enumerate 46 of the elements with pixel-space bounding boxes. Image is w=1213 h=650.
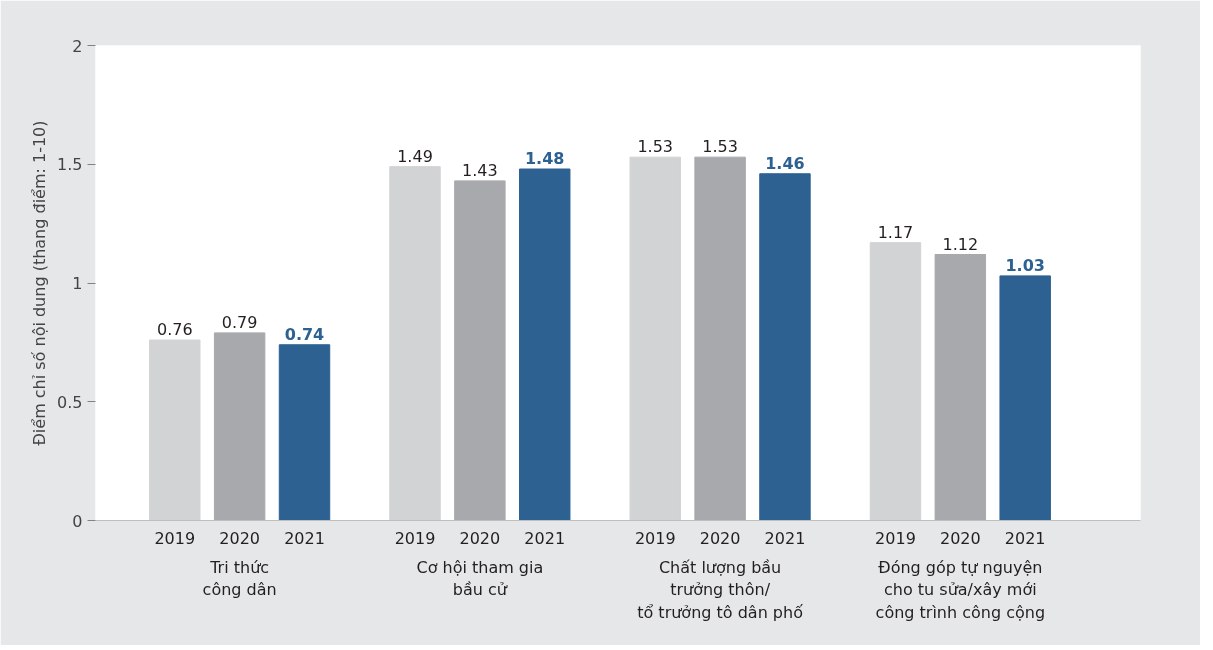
data-label: 1.03 — [1005, 255, 1045, 275]
x-tick-label: Đóng góp tự nguyện cho tu sửa/xây mới công trình công cộng — [875, 557, 1046, 623]
bar — [213, 332, 266, 521]
text: 2020 — [939, 528, 981, 548]
data-label: 0.79 — [221, 312, 258, 332]
data-label: 1.53 — [702, 137, 738, 157]
text: 2021 — [1004, 528, 1046, 548]
series-label: 2020 — [219, 528, 260, 548]
x-tick-label: Chất lượng bầu trưởng thôn/ tổ trưởng tô dân phố — [637, 557, 804, 623]
text: 2021 — [524, 528, 566, 548]
data-label: 1.53 — [637, 137, 674, 157]
text: 2019 — [394, 528, 436, 548]
x-tick-label: Cơ hội tham gia bầu cử — [416, 557, 544, 600]
bar — [389, 166, 441, 521]
y-tick-label: 1 — [72, 274, 83, 293]
y-tick-label: 0 — [72, 511, 83, 531]
bar — [629, 156, 681, 521]
y-axis-title: Điểm chỉ số nội dung (thang điểm: 1-10) — [30, 120, 50, 446]
bar — [759, 173, 811, 521]
bar — [278, 344, 331, 521]
bar — [869, 242, 922, 521]
data-label: 1.12 — [942, 234, 979, 254]
y-tick-label: 2 — [72, 36, 83, 56]
text: 2020 — [459, 528, 501, 548]
data-label: 1.48 — [524, 149, 565, 168]
series-label: 2019 — [154, 528, 196, 548]
series-label: 2021 — [284, 528, 325, 548]
data-label: 1.43 — [462, 160, 498, 180]
text: 2020 — [699, 528, 741, 548]
data-label: 0.74 — [284, 324, 325, 344]
text: 2021 — [764, 528, 806, 548]
bar — [934, 254, 987, 521]
data-label: 1.49 — [397, 146, 433, 166]
bar — [694, 156, 746, 521]
text: 2019 — [634, 528, 676, 548]
y-tick-label: 1.5 — [57, 155, 83, 175]
text: 2019 — [875, 528, 916, 548]
y-tick-label: 0.5 — [57, 392, 83, 412]
data-label: 1.17 — [877, 222, 914, 242]
data-label: 1.46 — [765, 153, 805, 173]
x-tick-label: Tri thức công dân — [202, 557, 277, 600]
bar — [149, 339, 201, 521]
bar — [454, 180, 506, 521]
bar — [999, 275, 1051, 521]
bar — [519, 168, 571, 521]
data-label: 0.76 — [156, 320, 193, 339]
